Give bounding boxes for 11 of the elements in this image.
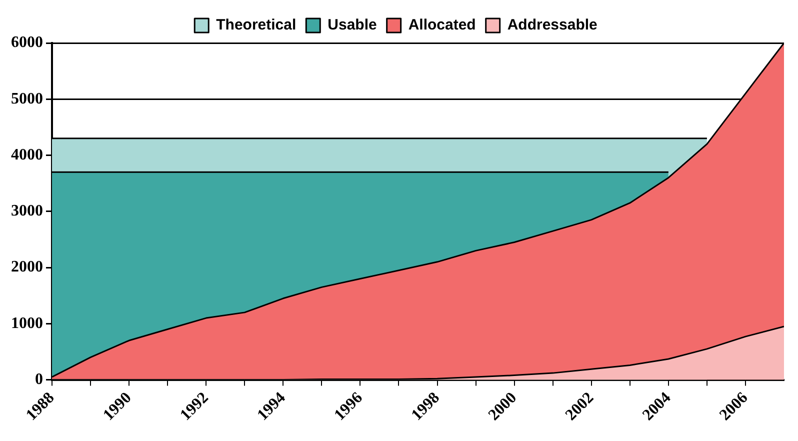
y-tick-label: 1000 — [11, 314, 43, 332]
y-tick-label: 3000 — [11, 202, 43, 220]
legend-label: Addressable — [507, 16, 598, 34]
y-tick-label: 6000 — [11, 34, 43, 52]
legend-label: Usable — [328, 16, 377, 34]
y-tick-label: 2000 — [11, 258, 43, 276]
legend-label: Theoretical — [216, 16, 296, 34]
y-tick-label: 4000 — [11, 146, 43, 164]
y-tick-label: 0 — [35, 370, 43, 388]
legend-label: Allocated — [408, 16, 476, 34]
y-tick-label: 5000 — [11, 90, 43, 108]
